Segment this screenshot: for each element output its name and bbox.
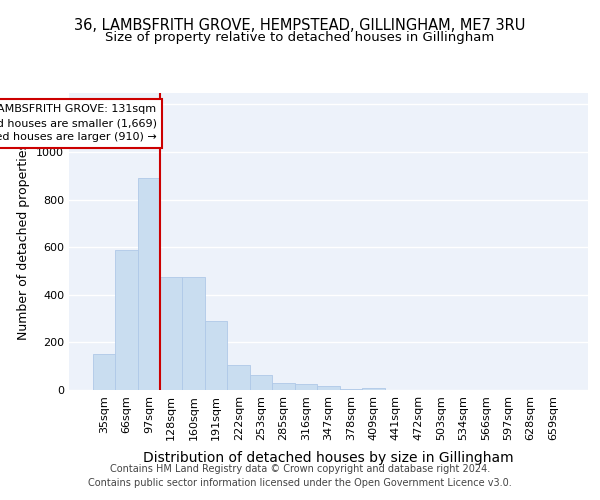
Text: Size of property relative to detached houses in Gillingham: Size of property relative to detached ho…: [106, 32, 494, 44]
Bar: [182, 277, 205, 390]
Bar: [115, 250, 137, 390]
Bar: [227, 365, 250, 390]
Bar: [272, 383, 295, 390]
Bar: [295, 384, 317, 390]
Y-axis label: Number of detached properties: Number of detached properties: [17, 143, 31, 340]
Bar: [250, 374, 272, 390]
Text: Contains HM Land Registry data © Crown copyright and database right 2024.
Contai: Contains HM Land Registry data © Crown c…: [88, 464, 512, 487]
Bar: [317, 386, 340, 390]
Text: 36, LAMBSFRITH GROVE, HEMPSTEAD, GILLINGHAM, ME7 3RU: 36, LAMBSFRITH GROVE, HEMPSTEAD, GILLING…: [74, 18, 526, 32]
Bar: [137, 178, 160, 390]
Bar: [362, 388, 385, 390]
X-axis label: Distribution of detached houses by size in Gillingham: Distribution of detached houses by size …: [143, 451, 514, 465]
Bar: [160, 277, 182, 390]
Bar: [340, 389, 362, 390]
Text: 36 LAMBSFRITH GROVE: 131sqm
← 64% of detached houses are smaller (1,669)
35% of : 36 LAMBSFRITH GROVE: 131sqm ← 64% of det…: [0, 104, 157, 142]
Bar: [92, 354, 115, 390]
Bar: [205, 321, 227, 390]
